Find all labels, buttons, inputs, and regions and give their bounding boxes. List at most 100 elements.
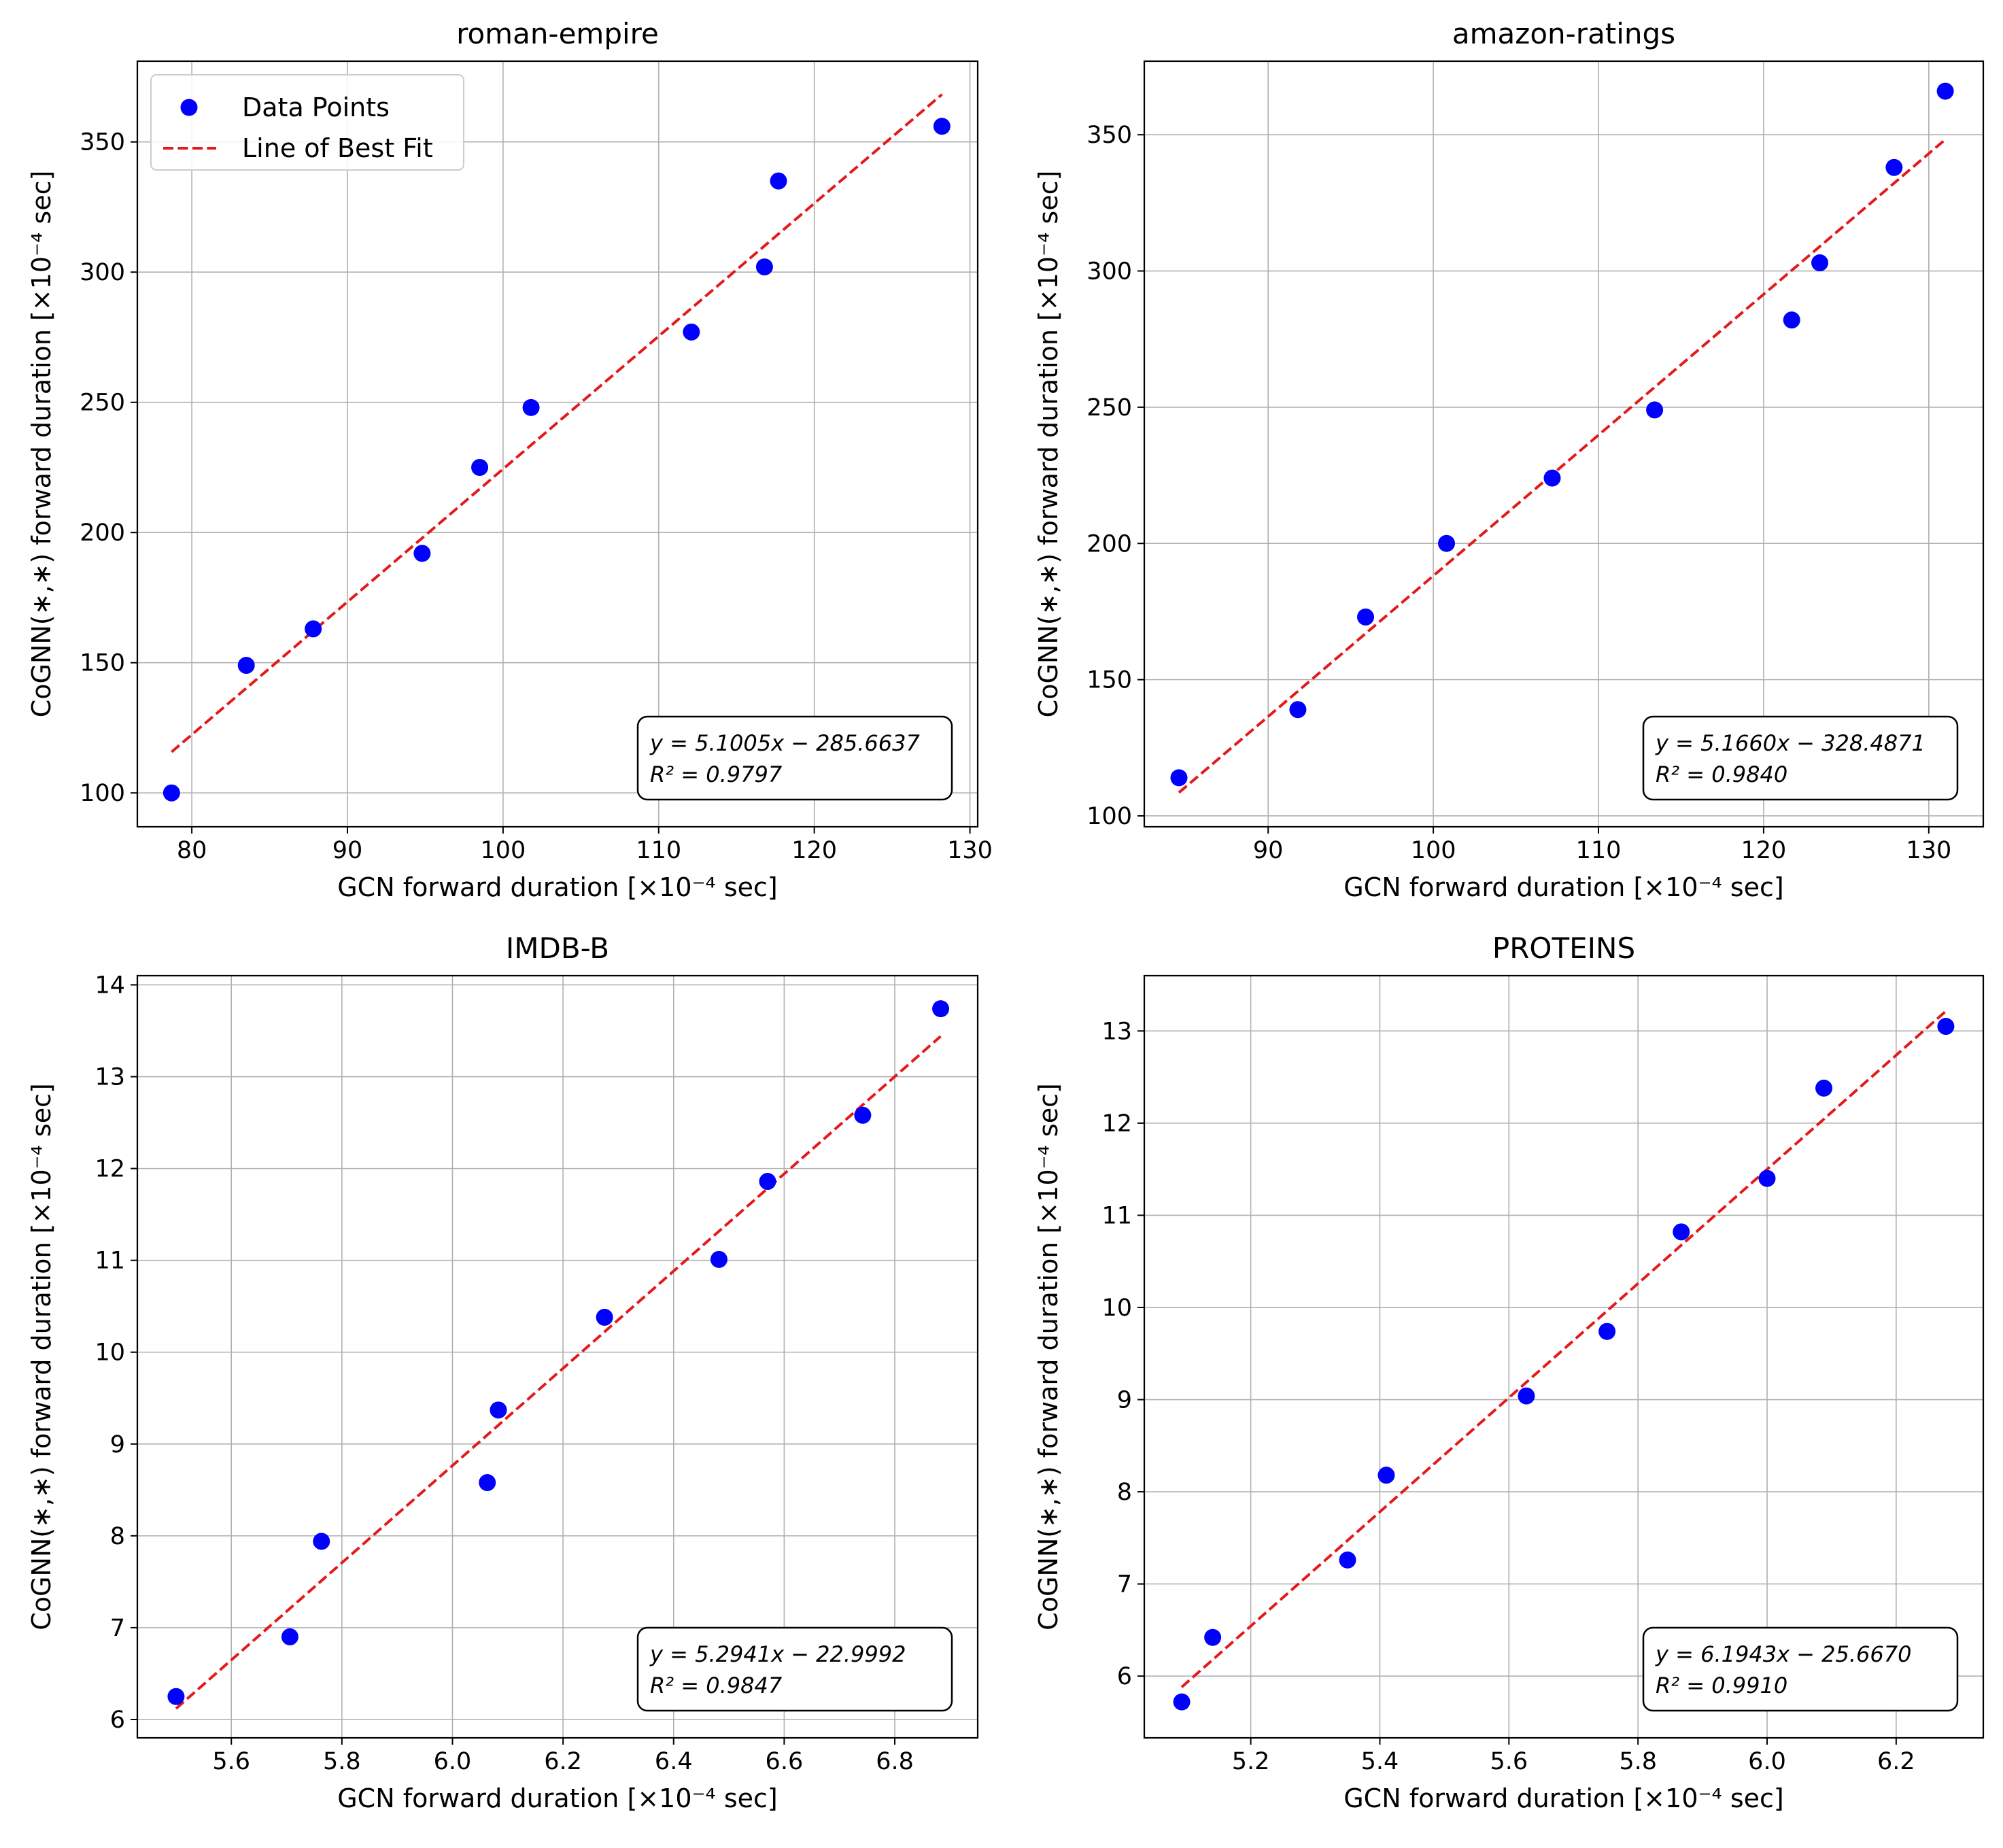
- data-point: [237, 657, 255, 674]
- gridlines: [1144, 61, 1983, 827]
- data-point: [471, 458, 489, 476]
- panels: 80 90 100 110 120 130 100 150 200 250 300 350 roman-…: [27, 17, 1985, 1813]
- legend-line-label: Line of Best Fit: [242, 133, 433, 163]
- x-ticks: 80 90 100 110 120 130: [177, 827, 993, 864]
- x-axis-label: GCN forward duration [×10⁻⁴ sec]: [337, 872, 778, 902]
- y-tick-label: 9: [1117, 1387, 1132, 1414]
- equation-box: [1642, 715, 1959, 801]
- y-tick-label: 8: [1117, 1479, 1132, 1506]
- data-points: [162, 118, 951, 802]
- x-tick-label: 6.0: [434, 1748, 472, 1775]
- y-tick-label: 7: [1117, 1571, 1132, 1598]
- x-tick-label: 80: [177, 837, 207, 864]
- y-ticks: 6 7 8 9 10 11 12 13 14: [95, 972, 137, 1734]
- best-fit-line: [175, 1035, 942, 1710]
- axes-frame: [1143, 974, 1985, 1739]
- data-point: [1937, 1018, 1955, 1036]
- data-point: [1438, 534, 1456, 552]
- x-tick-label: 5.8: [1619, 1748, 1657, 1775]
- y-tick-label: 300: [1086, 258, 1132, 286]
- x-tick-label: 5.2: [1232, 1748, 1270, 1775]
- data-point: [305, 620, 322, 638]
- y-tick-label: 150: [80, 650, 125, 677]
- data-point: [1598, 1322, 1616, 1340]
- fit-equation: y = 5.2941x − 22.9992: [649, 1641, 906, 1667]
- data-point: [413, 545, 431, 562]
- x-tick-label: 130: [1906, 837, 1951, 864]
- y-tick-label: 250: [1086, 394, 1132, 422]
- data-point: [490, 1401, 507, 1419]
- y-axis-label: CoGNN(∗,∗) forward duration [×10⁻⁴ sec]: [27, 171, 56, 718]
- best-fit-line: [171, 93, 943, 753]
- y-tick-label: 150: [1086, 667, 1132, 694]
- y-tick-label: 11: [95, 1248, 125, 1275]
- y-ticks: 100 150 200 250 300 350: [1086, 122, 1144, 830]
- data-points: [1170, 82, 1954, 787]
- y-tick-label: 14: [95, 972, 125, 999]
- y-tick-label: 200: [1086, 530, 1132, 558]
- data-point: [1936, 82, 1954, 100]
- fit-equation: y = 5.1660x − 328.4871: [1655, 730, 1925, 756]
- axes-frame: [136, 60, 979, 828]
- r-squared: R² = 0.9840: [1656, 762, 1787, 787]
- y-axis-label: CoGNN(∗,∗) forward duration [×10⁻⁴ sec]: [1033, 1083, 1063, 1630]
- x-tick-label: 120: [1741, 837, 1787, 864]
- data-point: [710, 1250, 727, 1268]
- x-tick-label: 6.6: [766, 1748, 804, 1775]
- x-tick-label: 100: [1411, 837, 1456, 864]
- x-axis-label: GCN forward duration [×10⁻⁴ sec]: [1343, 872, 1784, 902]
- axes-frame: [136, 974, 979, 1739]
- legend-point-marker: [180, 99, 198, 116]
- data-point: [1758, 1169, 1776, 1187]
- x-axis-label: GCN forward duration [×10⁻⁴ sec]: [337, 1783, 778, 1813]
- x-ticks: 5.2 5.4 5.6 5.8 6.0 6.2: [1232, 1738, 1915, 1775]
- x-tick-label: 6.2: [544, 1748, 582, 1775]
- y-tick-label: 250: [80, 390, 125, 417]
- chart-title: PROTEINS: [1492, 931, 1635, 965]
- x-tick-label: 5.6: [212, 1748, 250, 1775]
- data-point: [281, 1628, 298, 1645]
- y-tick-label: 10: [95, 1339, 125, 1367]
- data-point: [1173, 1693, 1191, 1711]
- equation-box: [1642, 1626, 1959, 1712]
- x-ticks: 90 100 110 120 130: [1253, 827, 1951, 864]
- legend-points-label: Data Points: [242, 92, 390, 122]
- x-tick-label: 100: [480, 837, 526, 864]
- data-point: [755, 258, 773, 276]
- panel-proteins: 5.2 5.4 5.6 5.8 6.0 6.2 6 7 8 9 10 11 12 13 PROTEINS GC…: [1033, 931, 1985, 1813]
- x-ticks: 5.6 5.8 6.0 6.2 6.4 6.6 6.8: [212, 1738, 914, 1775]
- data-point: [1289, 701, 1307, 719]
- data-point: [1885, 158, 1903, 176]
- x-tick-label: 90: [332, 837, 363, 864]
- x-axis-label: GCN forward duration [×10⁻⁴ sec]: [1343, 1783, 1784, 1813]
- y-axis-label: CoGNN(∗,∗) forward duration [×10⁻⁴ sec]: [27, 1083, 56, 1630]
- data-point: [932, 1000, 950, 1018]
- data-point: [1646, 401, 1664, 419]
- fit-equation: y = 5.1005x − 285.6637: [649, 730, 920, 756]
- y-tick-label: 6: [1117, 1663, 1132, 1690]
- panel-amazon-ratings: 90 100 110 120 130 100 150 200 250 300 350 amazon-r…: [1033, 17, 1985, 902]
- y-tick-label: 6: [110, 1707, 125, 1734]
- y-tick-label: 11: [1101, 1202, 1132, 1229]
- data-point: [1357, 608, 1375, 626]
- data-point: [313, 1533, 330, 1550]
- data-point: [1170, 769, 1188, 787]
- best-fit-line: [1180, 1010, 1947, 1688]
- data-point: [1783, 311, 1800, 329]
- panel-imdb-b: 5.6 5.8 6.0 6.2 6.4 6.6 6.8 6 7 8 9 10 11 12 13 14 IMDB-…: [27, 931, 979, 1813]
- x-tick-label: 120: [791, 837, 837, 864]
- data-point: [1543, 469, 1561, 487]
- gridlines: [137, 976, 978, 1738]
- data-point: [1339, 1551, 1356, 1569]
- y-tick-label: 13: [1101, 1018, 1132, 1045]
- y-tick-label: 8: [110, 1523, 125, 1550]
- y-tick-label: 100: [80, 780, 125, 807]
- fit-equation: y = 6.1943x − 25.6670: [1655, 1641, 1911, 1667]
- x-tick-label: 5.4: [1361, 1748, 1399, 1775]
- r-squared: R² = 0.9910: [1656, 1673, 1787, 1698]
- x-tick-label: 110: [636, 837, 681, 864]
- x-tick-label: 5.6: [1490, 1748, 1528, 1775]
- y-axis-label: CoGNN(∗,∗) forward duration [×10⁻⁴ sec]: [1033, 171, 1063, 718]
- data-point: [1377, 1467, 1395, 1484]
- chart-title: roman-empire: [456, 17, 659, 50]
